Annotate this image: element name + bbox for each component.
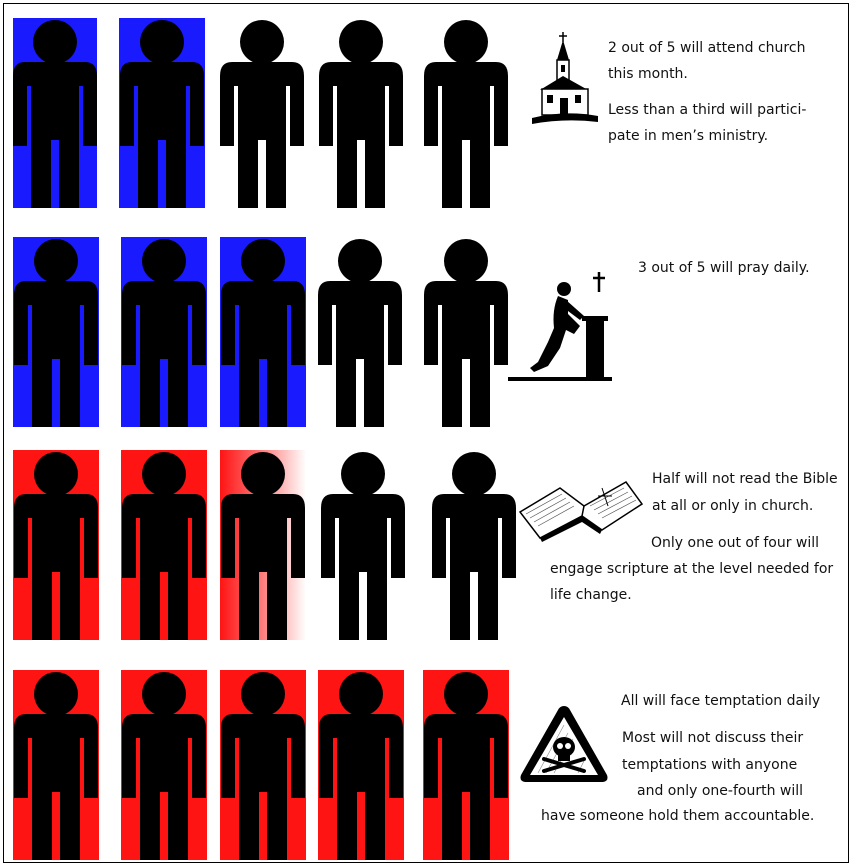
row-church-line-2: this month. bbox=[608, 66, 688, 82]
row-church-line-4: pate in men’s ministry. bbox=[608, 128, 769, 144]
person-figure bbox=[318, 18, 404, 208]
row-bible-line-3: Only one out of four will bbox=[651, 535, 820, 551]
row-temptation-line-4: and only one-fourth will bbox=[637, 783, 804, 799]
person-figure bbox=[13, 18, 97, 208]
open-bible-icon bbox=[516, 476, 646, 542]
row-bible-line-2: at all or only in church. bbox=[652, 498, 814, 514]
row-prayer-line-1: 3 out of 5 will pray daily. bbox=[638, 260, 810, 276]
person-figure bbox=[320, 450, 406, 640]
row-temptation-line-1: All will face temptation daily bbox=[621, 693, 821, 709]
row-temptation-line-3: temptations with anyone bbox=[622, 757, 798, 773]
person-figure bbox=[318, 670, 404, 860]
row-temptation-line-5: have someone hold them accountable. bbox=[541, 808, 815, 824]
row-bible-line-4: engage scripture at the level needed for bbox=[550, 561, 834, 577]
person-figure bbox=[423, 670, 509, 860]
church-icon bbox=[530, 32, 600, 126]
person-figure bbox=[13, 670, 99, 860]
person-figure bbox=[318, 237, 402, 427]
row-temptation-line-2: Most will not discuss their bbox=[622, 730, 804, 746]
row-bible-line-5: life change. bbox=[550, 587, 632, 603]
row-church-line-1: 2 out of 5 will attend church bbox=[608, 40, 806, 56]
person-figure bbox=[13, 450, 99, 640]
person-figure bbox=[119, 18, 205, 208]
person-figure bbox=[423, 18, 509, 208]
person-figure bbox=[13, 237, 99, 427]
row-church-line-3: Less than a third will partici- bbox=[608, 102, 807, 118]
row-bible-line-1: Half will not read the Bible bbox=[652, 471, 838, 487]
person-figure bbox=[220, 237, 306, 427]
person-figure bbox=[121, 670, 207, 860]
person-figure bbox=[220, 450, 306, 640]
person-figure bbox=[220, 18, 304, 208]
skull-warning-icon bbox=[518, 703, 610, 785]
praying-man-icon bbox=[508, 270, 612, 386]
person-figure bbox=[121, 450, 207, 640]
person-figure bbox=[121, 237, 207, 427]
person-figure bbox=[220, 670, 306, 860]
person-figure bbox=[431, 450, 517, 640]
infographic-frame bbox=[3, 3, 849, 863]
person-figure bbox=[423, 237, 509, 427]
